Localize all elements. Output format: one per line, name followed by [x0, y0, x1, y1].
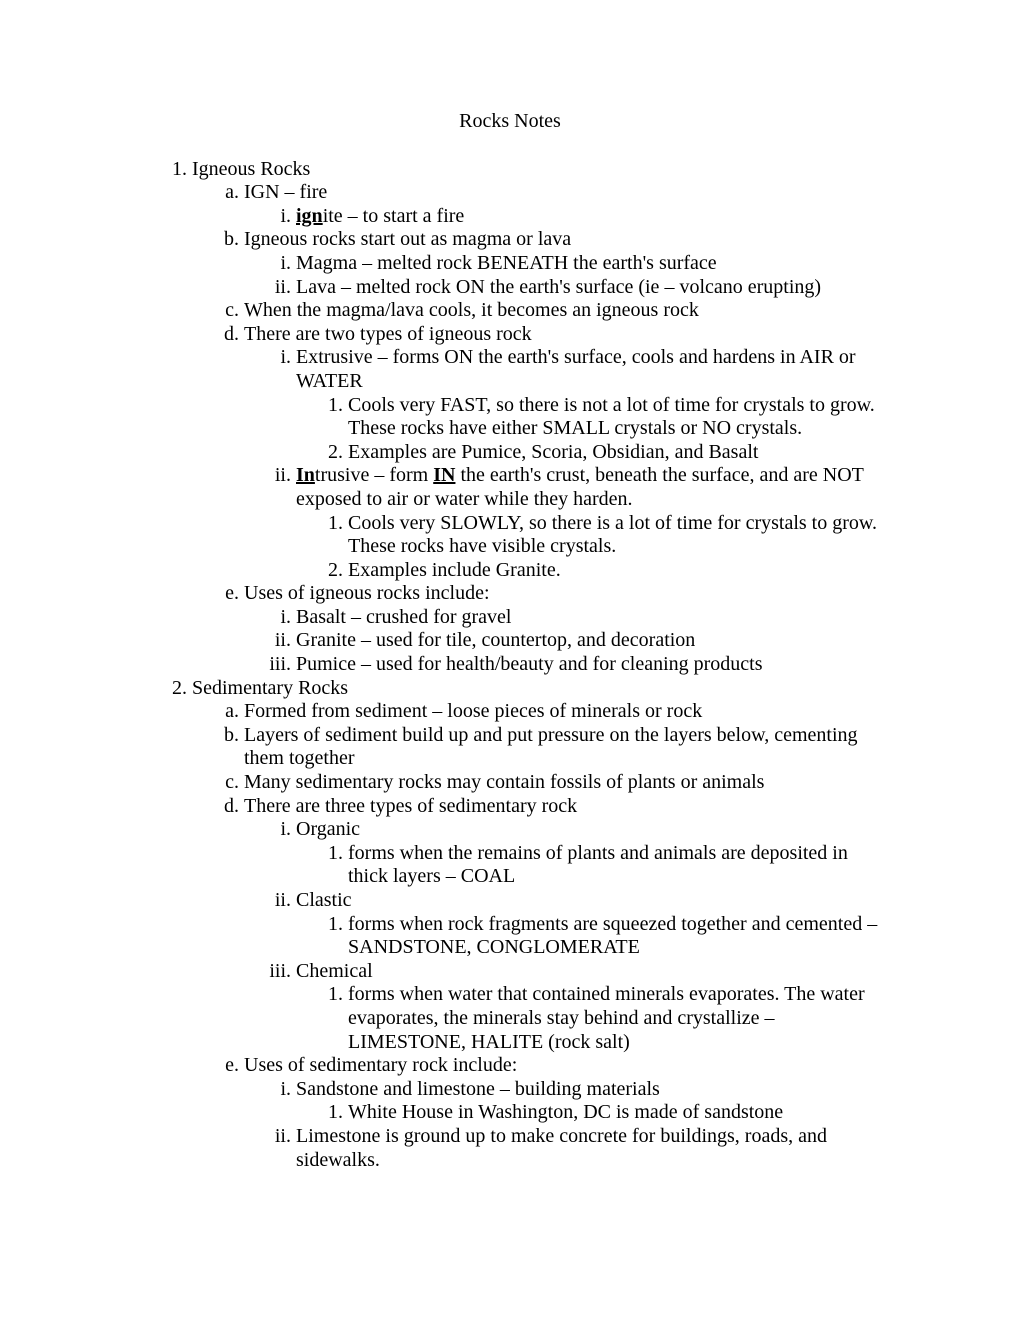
text: Cools very SLOWLY, so there is a lot of …: [348, 512, 877, 558]
page-title: Rocks Notes: [140, 110, 880, 134]
text: Uses of igneous rocks include:: [244, 582, 490, 604]
text-emph: ign: [296, 205, 323, 227]
text: When the magma/lava cools, it becomes an…: [244, 299, 699, 321]
item: Granite – used for tile, countertop, and…: [296, 629, 880, 653]
item: White House in Washington, DC is made of…: [348, 1101, 880, 1125]
document-page: Rocks Notes Igneous Rocks IGN – fire ign…: [0, 0, 1020, 1320]
item: Formed from sediment – loose pieces of m…: [244, 700, 880, 724]
text: Layers of sediment build up and put pres…: [244, 724, 858, 770]
text: Uses of sedimentary rock include:: [244, 1054, 517, 1076]
item: forms when the remains of plants and ani…: [348, 842, 880, 889]
item: Cools very FAST, so there is not a lot o…: [348, 394, 880, 441]
text: Examples are Pumice, Scoria, Obsidian, a…: [348, 441, 758, 463]
item: Uses of igneous rocks include: Basalt – …: [244, 582, 880, 676]
item: Uses of sedimentary rock include: Sandst…: [244, 1054, 880, 1172]
item: Clastic forms when rock fragments are sq…: [296, 889, 880, 960]
item: IGN – fire ignite – to start a fire: [244, 181, 880, 228]
text: There are two types of igneous rock: [244, 323, 532, 345]
text: Igneous rocks start out as magma or lava: [244, 228, 571, 250]
item: Many sedimentary rocks may contain fossi…: [244, 771, 880, 795]
text: forms when rock fragments are squeezed t…: [348, 913, 877, 959]
section-igneous: Igneous Rocks IGN – fire ignite – to sta…: [192, 158, 880, 677]
item: Magma – melted rock BENEATH the earth's …: [296, 252, 880, 276]
text: Many sedimentary rocks may contain fossi…: [244, 771, 764, 793]
item: Organic forms when the remains of plants…: [296, 818, 880, 889]
text: Basalt – crushed for gravel: [296, 606, 511, 628]
item: When the magma/lava cools, it becomes an…: [244, 299, 880, 323]
text: forms when water that contained minerals…: [348, 983, 865, 1052]
item: There are three types of sedimentary roc…: [244, 795, 880, 1055]
text: Chemical: [296, 960, 373, 982]
text: Examples include Granite.: [348, 559, 561, 581]
outline-root: Igneous Rocks IGN – fire ignite – to sta…: [140, 158, 880, 1173]
text-emph: In: [296, 464, 315, 486]
item: Limestone is ground up to make concrete …: [296, 1125, 880, 1172]
text: IGN – fire: [244, 181, 327, 203]
item: There are two types of igneous rock Extr…: [244, 323, 880, 583]
text: Clastic: [296, 889, 352, 911]
text: Cools very FAST, so there is not a lot o…: [348, 394, 875, 440]
text: Lava – melted rock ON the earth's surfac…: [296, 276, 821, 298]
text: Formed from sediment – loose pieces of m…: [244, 700, 702, 722]
item: Examples include Granite.: [348, 559, 880, 583]
item: Igneous rocks start out as magma or lava…: [244, 228, 880, 299]
item: forms when water that contained minerals…: [348, 983, 880, 1054]
text: Extrusive – forms ON the earth's surface…: [296, 346, 856, 392]
text: ite – to start a fire: [323, 205, 465, 227]
text: Sandstone and limestone – building mater…: [296, 1078, 660, 1100]
text: forms when the remains of plants and ani…: [348, 842, 848, 888]
text: White House in Washington, DC is made of…: [348, 1101, 783, 1123]
item: Layers of sediment build up and put pres…: [244, 724, 880, 771]
section-sedimentary: Sedimentary Rocks Formed from sediment –…: [192, 677, 880, 1172]
text: Organic: [296, 818, 360, 840]
section-heading: Igneous Rocks: [192, 158, 310, 180]
item: Examples are Pumice, Scoria, Obsidian, a…: [348, 441, 880, 465]
text: There are three types of sedimentary roc…: [244, 795, 577, 817]
section-heading: Sedimentary Rocks: [192, 677, 348, 699]
item: Sandstone and limestone – building mater…: [296, 1078, 880, 1125]
item: Cools very SLOWLY, so there is a lot of …: [348, 512, 880, 559]
text-emph: IN: [433, 464, 455, 486]
item: forms when rock fragments are squeezed t…: [348, 913, 880, 960]
item: Extrusive – forms ON the earth's surface…: [296, 346, 880, 464]
text: Magma – melted rock BENEATH the earth's …: [296, 252, 717, 274]
text: Granite – used for tile, countertop, and…: [296, 629, 695, 651]
item: ignite – to start a fire: [296, 205, 880, 229]
item: Intrusive – form IN the earth's crust, b…: [296, 464, 880, 582]
item: Pumice – used for health/beauty and for …: [296, 653, 880, 677]
item: Basalt – crushed for gravel: [296, 606, 880, 630]
item: Chemical forms when water that contained…: [296, 960, 880, 1054]
text: Pumice – used for health/beauty and for …: [296, 653, 763, 675]
text: trusive – form: [315, 464, 433, 486]
text: Limestone is ground up to make concrete …: [296, 1125, 827, 1171]
item: Lava – melted rock ON the earth's surfac…: [296, 276, 880, 300]
